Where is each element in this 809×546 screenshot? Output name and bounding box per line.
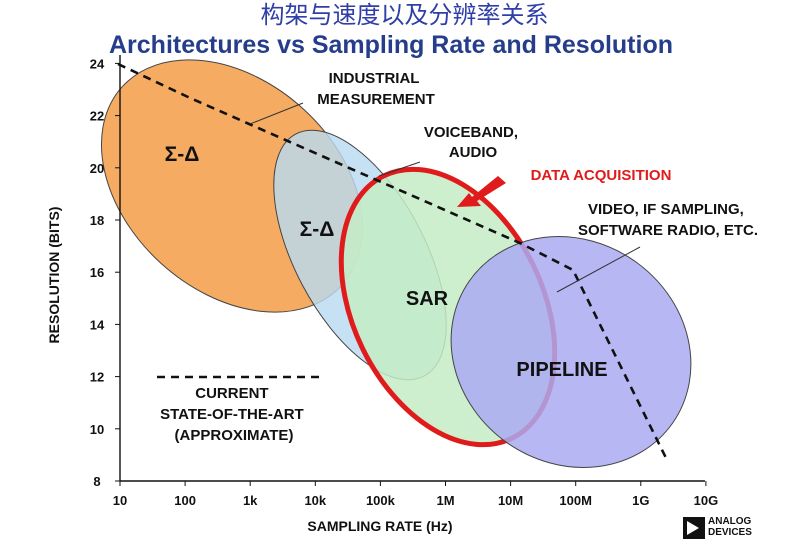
sigma-delta-industrial-label: Σ-Δ bbox=[165, 143, 200, 166]
video-line-2: SOFTWARE RADIO, ETC. bbox=[578, 222, 758, 239]
page-title-chinese: 构架与速度以及分辨率关系 bbox=[260, 1, 549, 29]
x-axis-label: SAMPLING RATE (Hz) bbox=[307, 518, 452, 534]
logo-triangle-icon bbox=[683, 517, 705, 539]
industrial-pointer bbox=[249, 102, 304, 125]
page-title-english: Architectures vs Sampling Rate and Resol… bbox=[108, 31, 673, 59]
industrial-annotation: INDUSTRIAL MEASUREMENT bbox=[317, 70, 435, 108]
x-tick-label: 10M bbox=[498, 493, 523, 508]
industrial-line-2: MEASUREMENT bbox=[317, 91, 435, 108]
video-line-1: VIDEO, IF SAMPLING, bbox=[588, 201, 744, 218]
y-tick-label: 22 bbox=[90, 109, 104, 124]
y-tick-label: 18 bbox=[90, 213, 104, 228]
legend-text: CURRENT STATE-OF-THE-ART (APPROXIMATE) bbox=[160, 385, 308, 444]
y-tick-label: 8 bbox=[93, 474, 100, 489]
y-tick-label: 16 bbox=[90, 265, 104, 280]
logo-line-1: ANALOG bbox=[708, 516, 752, 527]
logo-text: ANALOG DEVICES bbox=[708, 516, 752, 538]
video-pointer bbox=[556, 246, 641, 293]
x-tick-label: 10 bbox=[113, 493, 127, 508]
y-tick-label: 24 bbox=[90, 56, 105, 71]
legend-line-1: CURRENT bbox=[195, 385, 268, 402]
y-tick-label: 10 bbox=[90, 422, 104, 437]
x-tick-label: 10G bbox=[694, 493, 719, 508]
analog-devices-logo: ANALOG DEVICES bbox=[683, 516, 765, 540]
x-tick-label: 1k bbox=[243, 493, 258, 508]
x-tick-label: 10k bbox=[304, 493, 326, 508]
video-annotation: VIDEO, IF SAMPLING, SOFTWARE RADIO, ETC. bbox=[578, 201, 758, 239]
data-acquisition-annotation: DATA ACQUISITION bbox=[531, 167, 672, 184]
x-tick-label: 1G bbox=[632, 493, 649, 508]
y-tick-label: 12 bbox=[90, 370, 104, 385]
industrial-line-1: INDUSTRIAL bbox=[329, 70, 420, 87]
x-tick-label: 100 bbox=[174, 493, 196, 508]
y-tick-label: 20 bbox=[90, 161, 104, 176]
sigma-delta-voiceband-label: Σ-Δ bbox=[300, 218, 335, 241]
x-tick-label: 100M bbox=[559, 493, 592, 508]
legend-line-2: STATE-OF-THE-ART bbox=[160, 406, 304, 423]
voiceband-annotation: VOICEBAND, AUDIO bbox=[424, 124, 522, 161]
logo-line-2: DEVICES bbox=[708, 527, 752, 538]
state-of-the-art-boundary bbox=[117, 62, 670, 463]
y-tick-label: 14 bbox=[90, 317, 105, 332]
pipeline-region bbox=[450, 236, 692, 468]
legend-line-3: (APPROXIMATE) bbox=[175, 427, 294, 444]
voiceband-line-2: AUDIO bbox=[449, 144, 498, 161]
data-acquisition-arrow-icon bbox=[457, 176, 506, 207]
voiceband-pointer bbox=[378, 161, 421, 177]
sar-label: SAR bbox=[406, 288, 449, 310]
x-tick-label: 1M bbox=[436, 493, 454, 508]
pipeline-label: PIPELINE bbox=[516, 359, 607, 381]
y-axis-label: RESOLUTION (BITS) bbox=[46, 207, 62, 344]
voiceband-line-1: VOICEBAND, bbox=[424, 124, 518, 141]
x-tick-label: 100k bbox=[366, 493, 396, 508]
